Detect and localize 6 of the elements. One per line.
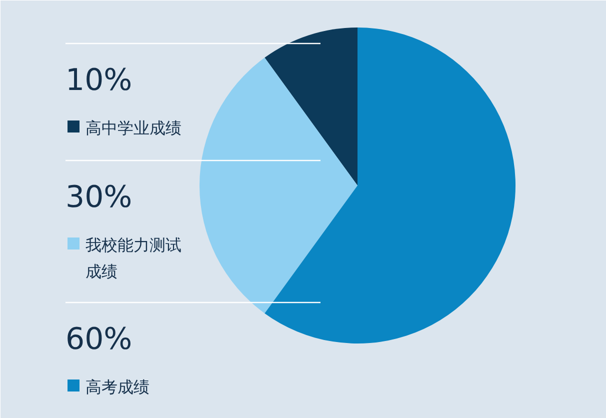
data-label: 60% xyxy=(66,322,132,357)
legend-label: 高中学业成绩 xyxy=(86,118,182,138)
data-label: 30% xyxy=(66,180,132,215)
legend-label: 高考成绩 xyxy=(86,378,150,396)
data-label: 10% xyxy=(66,63,132,98)
legend-label: 我校能力测试成绩 xyxy=(86,236,182,282)
